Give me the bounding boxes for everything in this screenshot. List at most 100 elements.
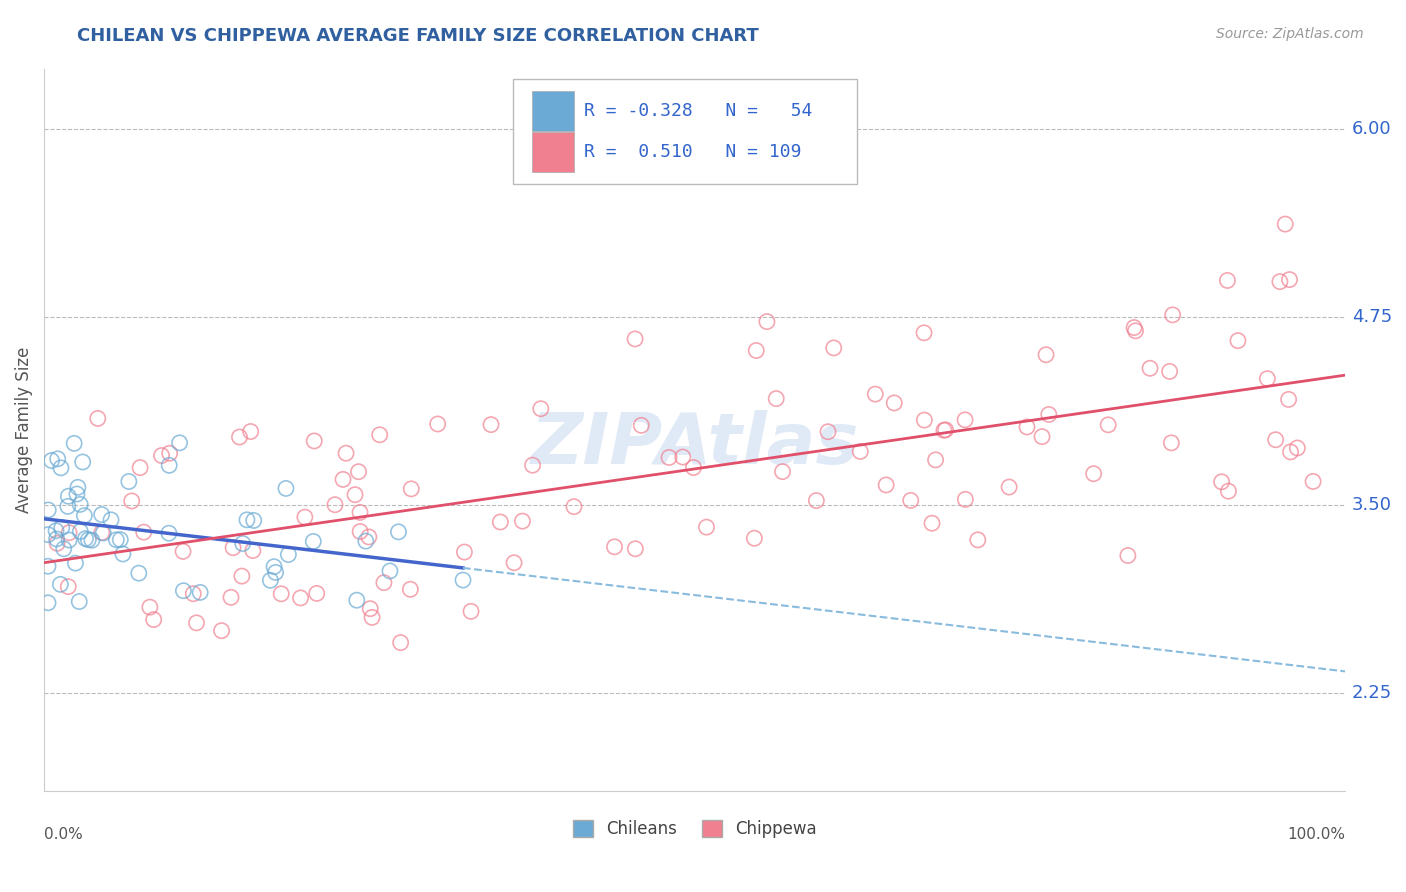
Text: 4.75: 4.75 [1351,308,1392,326]
Point [344,488,367,502]
Point [744,531,766,545]
Point [157,526,180,541]
Point [823,341,845,355]
Point [359,601,381,615]
Point [562,500,585,514]
Point [361,610,384,624]
Point [451,573,474,587]
Point [1035,348,1057,362]
Point [924,453,946,467]
Point [186,615,208,630]
Point [45,524,67,538]
Point [263,559,285,574]
Point [228,430,250,444]
Point [242,543,264,558]
Text: 6.00: 6.00 [1351,120,1392,137]
Point [921,516,943,531]
FancyBboxPatch shape [531,91,574,131]
Text: ZIPAtlas: ZIPAtlas [530,409,859,479]
Point [865,387,887,401]
Point [765,392,787,406]
Text: R = -0.328   N =   54: R = -0.328 N = 54 [583,103,813,120]
Point [387,524,409,539]
Point [63,436,86,450]
Point [142,613,165,627]
Point [239,425,262,439]
Point [46,451,69,466]
Point [912,413,935,427]
Point [72,455,94,469]
Point [1038,408,1060,422]
Point [277,548,299,562]
Point [87,411,110,425]
Point [128,566,150,581]
Point [1031,429,1053,443]
Point [1302,475,1324,489]
Point [75,532,97,546]
Point [1278,272,1301,286]
Point [41,453,63,467]
Point [51,520,73,534]
Point [129,460,152,475]
Point [399,582,422,597]
Point [1125,324,1147,338]
Point [755,315,778,329]
Point [1279,445,1302,459]
Point [1278,392,1301,407]
Text: 100.0%: 100.0% [1288,828,1346,842]
Point [37,527,59,541]
Point [1123,320,1146,334]
Point [658,450,681,465]
Point [332,472,354,486]
Point [100,513,122,527]
Point [966,533,988,547]
Point [349,505,371,519]
Point [294,510,316,524]
Point [90,508,112,522]
Point [373,575,395,590]
Text: 3.50: 3.50 [1351,496,1392,514]
Point [69,524,91,539]
Text: CHILEAN VS CHIPPEWA AVERAGE FAMILY SIZE CORRELATION CHART: CHILEAN VS CHIPPEWA AVERAGE FAMILY SIZE … [77,27,759,45]
Point [236,513,259,527]
Point [66,480,89,494]
Point [935,423,957,437]
Point [389,635,412,649]
Point [77,533,100,547]
Point [188,585,211,599]
Point [875,478,897,492]
Point [682,460,704,475]
Point [222,541,245,555]
Text: 2.25: 2.25 [1351,684,1392,702]
Point [290,591,312,605]
Point [1218,484,1240,499]
Point [1264,433,1286,447]
Point [347,465,370,479]
Point [37,559,59,574]
Point [181,587,204,601]
Point [58,533,80,547]
Point [1015,420,1038,434]
Point [1226,334,1249,348]
Point [346,593,368,607]
Point [118,475,141,489]
Point [479,417,502,432]
Point [45,532,67,546]
Point [378,564,401,578]
Point [270,587,292,601]
Point [953,413,976,427]
Point [132,525,155,540]
Point [849,444,872,458]
Point [998,480,1021,494]
Point [1139,361,1161,376]
Point [323,498,346,512]
Point [955,492,977,507]
Point [772,465,794,479]
Point [672,450,695,464]
Point [305,586,328,600]
Point [211,624,233,638]
Point [900,493,922,508]
Point [1256,371,1278,385]
FancyBboxPatch shape [513,79,858,184]
FancyBboxPatch shape [531,132,574,172]
